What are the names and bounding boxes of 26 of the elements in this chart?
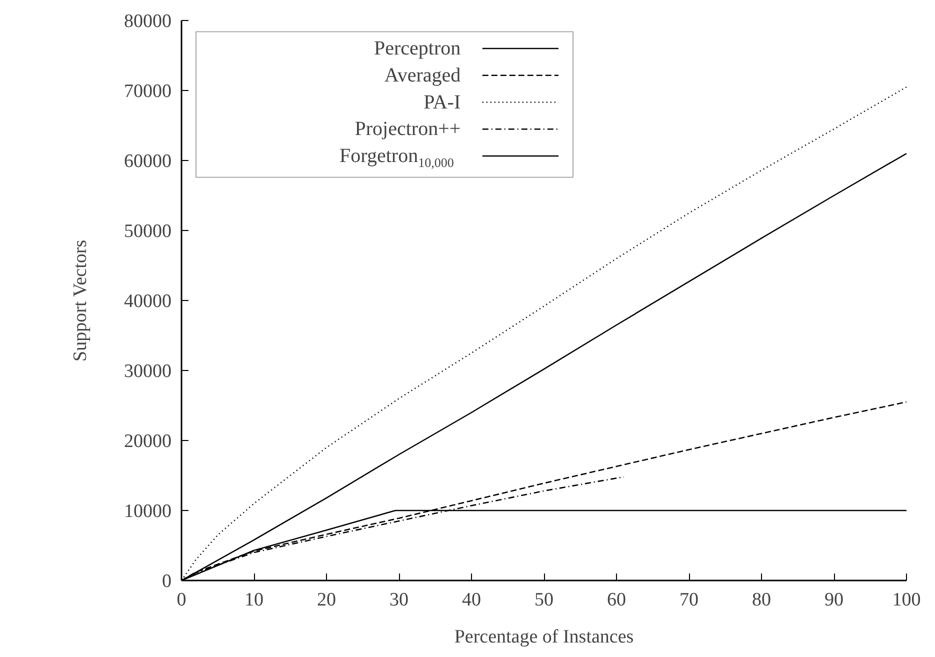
y-tick-label: 50000 [124,221,172,242]
x-tick-label: 80 [752,590,771,610]
y-tick-label: 60000 [124,151,172,172]
x-tick-label: 100 [892,590,921,610]
legend-label: Projectron++ [354,118,461,140]
legend-label: Perceptron [374,38,461,60]
x-tick-label: 40 [462,590,481,610]
legend-label: Averaged [384,64,461,86]
x-tick-label: 0 [176,590,186,610]
x-tick-label: 20 [317,590,336,610]
y-tick-label: 40000 [124,291,172,312]
x-tick-label: 30 [390,590,408,610]
x-tick-label: 70 [680,590,698,610]
y-tick-label: 10000 [124,501,172,522]
y-tick-label: 30000 [124,361,172,382]
y-tick-label: 80000 [124,11,172,32]
x-axis-title: Percentage of Instances [454,626,634,648]
legend-label: PA-I [424,91,461,114]
y-tick-label: 20000 [124,431,172,452]
x-tick-label: 90 [824,590,844,610]
y-tick-label: 0 [162,571,172,592]
x-tick-label: 50 [534,590,554,610]
x-tick-label: 10 [244,590,264,610]
y-axis-title: Support Vectors [70,240,91,362]
y-tick-label: 70000 [124,81,172,102]
x-tick-label: 60 [607,590,626,610]
